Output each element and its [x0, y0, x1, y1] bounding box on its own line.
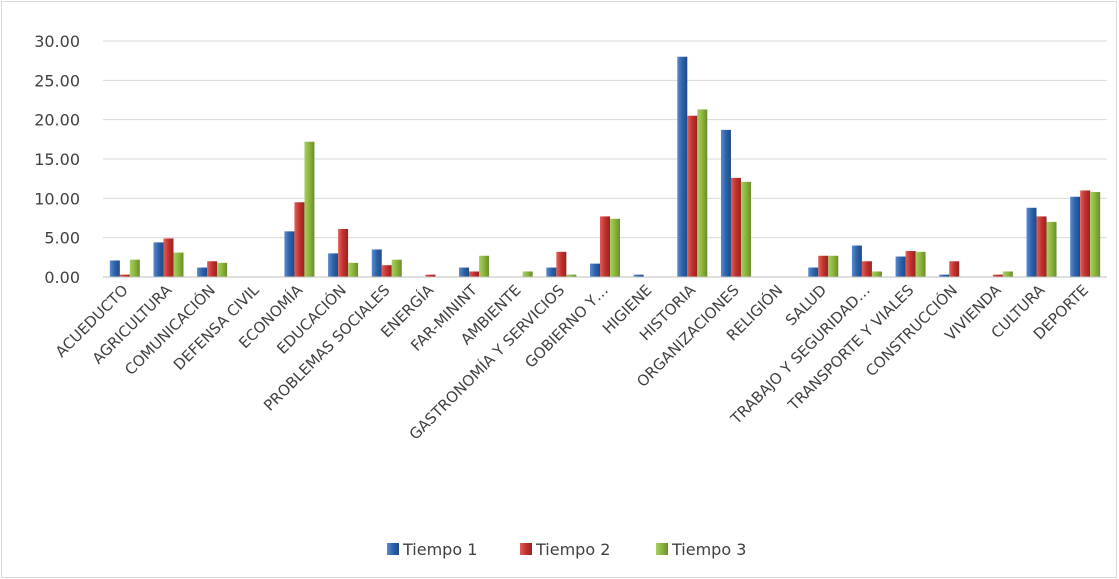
y-tick-label: 15.00: [34, 150, 80, 169]
bar: [818, 255, 829, 277]
y-tick-label: 20.00: [34, 111, 80, 130]
bar: [371, 249, 382, 277]
bar: [1070, 196, 1081, 277]
bar: [197, 267, 208, 277]
bar: [1036, 216, 1047, 277]
y-tick-label: 30.00: [34, 32, 80, 51]
bar: [861, 261, 872, 277]
bars: [109, 56, 1101, 277]
bar: [730, 177, 741, 277]
bar: [677, 56, 688, 277]
bar: [808, 267, 819, 277]
bar: [895, 256, 906, 277]
bar: [687, 115, 698, 277]
bar: [284, 231, 295, 277]
bar: [459, 267, 470, 277]
bar: [1046, 221, 1057, 277]
series-tiempo-2: [119, 115, 1091, 277]
bar: [348, 262, 359, 277]
gridlines: [103, 40, 1107, 239]
bar: [828, 255, 839, 277]
bar: [851, 245, 862, 277]
bar: [109, 260, 120, 277]
bar: [338, 229, 349, 277]
legend-label: Tiempo 3: [671, 540, 746, 559]
legend-item: Tiempo 1: [387, 540, 477, 559]
bar: [566, 274, 577, 277]
bar: [217, 262, 228, 277]
bar: [391, 259, 402, 277]
bar: [153, 242, 164, 277]
series-tiempo-3: [129, 109, 1101, 277]
bar: [546, 267, 557, 277]
legend-swatch: [387, 543, 399, 555]
bar: [939, 274, 950, 277]
bar: [915, 251, 926, 277]
bar: [294, 202, 305, 277]
y-tick-label: 10.00: [34, 189, 80, 208]
bar: [304, 141, 315, 277]
bar: [129, 259, 140, 277]
bar: [1080, 190, 1091, 277]
legend-label: Tiempo 2: [535, 540, 610, 559]
category-label: GASTRONOMÍA Y SERVICIOS: [405, 280, 568, 443]
bar: [633, 274, 644, 277]
bar: [522, 271, 533, 277]
legend-swatch: [656, 543, 668, 555]
legend: Tiempo 1 Tiempo 2 Tiempo 3: [387, 540, 746, 559]
y-tick-label: 5.00: [44, 229, 80, 248]
bar: [871, 271, 882, 277]
y-axis-tick-labels: 0.00 5.00 10.00 15.00 20.00 25.00 30.00: [34, 32, 80, 287]
bar: [740, 181, 751, 277]
bar: [905, 251, 916, 277]
y-tick-label: 0.00: [44, 268, 80, 287]
bar: [590, 263, 600, 277]
bar: [556, 251, 567, 277]
bar: [992, 274, 1003, 277]
bar: [610, 218, 620, 277]
bar: [949, 261, 960, 277]
bar: [479, 255, 490, 277]
legend-label: Tiempo 1: [402, 540, 477, 559]
bar: [207, 261, 218, 277]
bar: [697, 109, 708, 277]
legend-swatch: [520, 543, 532, 555]
bar: [600, 216, 610, 277]
legend-item: Tiempo 2: [520, 540, 610, 559]
bar: [1002, 271, 1013, 277]
bar: [119, 274, 130, 277]
bar: [328, 253, 339, 277]
legend-item: Tiempo 3: [656, 540, 746, 559]
bar: [173, 252, 184, 277]
bar: [381, 265, 392, 277]
x-axis-category-labels: ACUEDUCTOAGRICULTURACOMUNICACIÓNDEFENSA …: [52, 280, 1092, 444]
bar: [720, 129, 731, 277]
bar: [425, 274, 436, 277]
bar: [469, 271, 480, 277]
bar: [163, 238, 174, 277]
bar: [1026, 207, 1037, 277]
series-tiempo-1: [109, 56, 1081, 277]
y-tick-label: 25.00: [34, 71, 80, 90]
bar: [1090, 192, 1101, 277]
